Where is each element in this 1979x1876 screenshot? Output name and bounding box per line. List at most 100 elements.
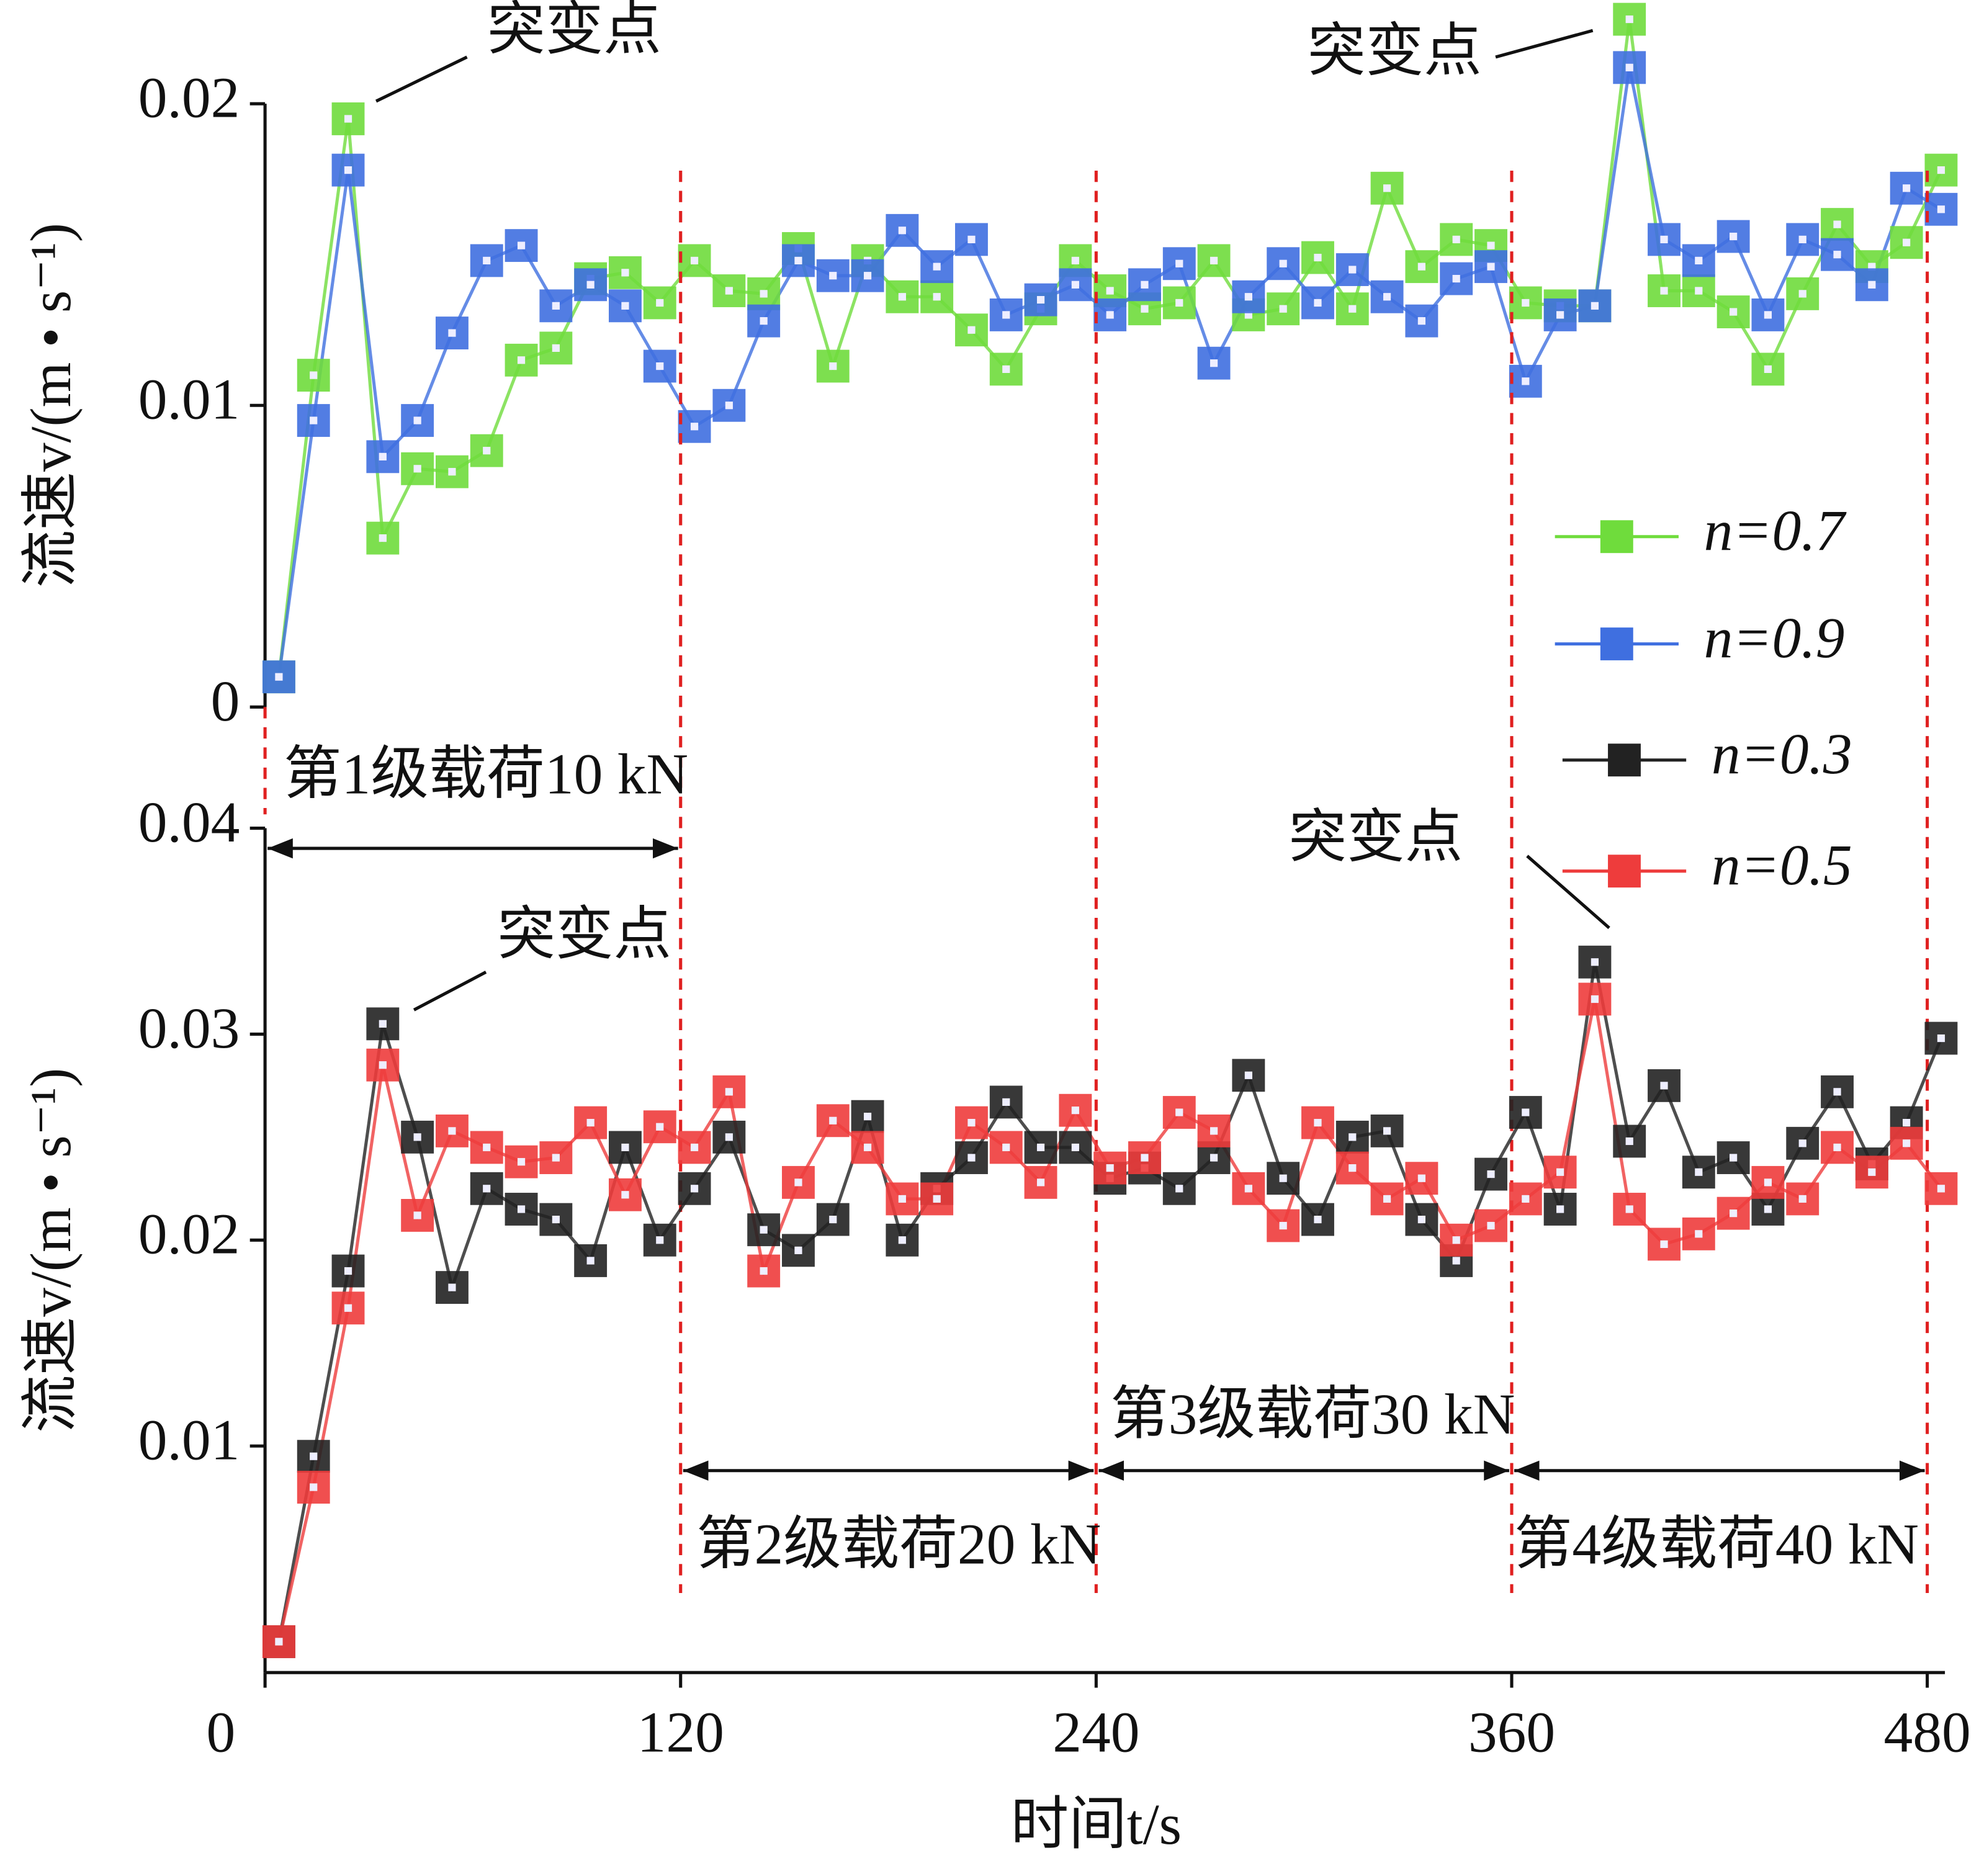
marker-core (1279, 1221, 1287, 1230)
y-axis-label: 流速v/(m • s⁻¹) (19, 223, 83, 588)
marker-core (1209, 256, 1218, 265)
marker-core (1417, 1174, 1426, 1182)
marker-core (967, 235, 976, 243)
marker-core (1764, 1205, 1772, 1213)
marker-core (1660, 1240, 1668, 1249)
marker-core (1798, 1139, 1806, 1147)
marker-core (1452, 235, 1460, 243)
annotation: 突变点 (497, 903, 671, 967)
marker-core (1660, 287, 1668, 295)
marker-core (1487, 1221, 1495, 1230)
marker-core (656, 362, 664, 370)
marker-core (310, 1452, 318, 1460)
marker-core (1383, 1195, 1391, 1203)
marker-core (344, 1304, 352, 1312)
marker-core (1452, 274, 1460, 283)
legend-label: n=0.5 (1712, 833, 1852, 897)
marker-core (1487, 241, 1495, 249)
y-tick-label: 0.01 (138, 1409, 240, 1473)
marker-core (1383, 293, 1391, 301)
marker-core (690, 1143, 699, 1152)
marker-core (967, 326, 976, 334)
marker-core (552, 344, 560, 352)
annotation: 突变点 (1308, 19, 1482, 83)
marker-core (829, 1116, 837, 1124)
marker-core (829, 1215, 837, 1224)
marker-core (1695, 1168, 1703, 1176)
marker-core (898, 293, 906, 301)
marker-core (1903, 184, 1911, 192)
marker-core (310, 371, 318, 379)
stage-label: 第1级载荷10 kN (284, 743, 688, 807)
marker-core (1417, 263, 1426, 271)
marker-core (1695, 1230, 1703, 1238)
annotation-leader (1526, 855, 1610, 930)
marker-core (1141, 281, 1149, 289)
marker-core (1833, 220, 1841, 228)
x-tick-label: 240 (1052, 1700, 1139, 1764)
marker-core (1625, 1137, 1633, 1146)
marker-core (1591, 958, 1599, 966)
marker-core (1279, 305, 1287, 313)
marker-core (448, 1283, 456, 1291)
y-tick-label: 0.02 (138, 1203, 240, 1267)
marker-core (1695, 256, 1703, 265)
marker-core (1833, 1143, 1841, 1152)
x-axis-label: 时间t/s (1011, 1793, 1182, 1857)
y-tick-label: 0.01 (138, 368, 240, 432)
marker-core (1314, 298, 1322, 307)
marker-core (1209, 1127, 1218, 1135)
marker-core (1417, 1215, 1426, 1224)
marker-core (1730, 308, 1738, 316)
marker-core (1556, 1205, 1564, 1213)
marker-core (1106, 311, 1114, 319)
marker-core (1625, 1205, 1633, 1213)
marker-core (552, 1154, 560, 1162)
marker-core (1903, 1119, 1911, 1127)
y-tick-label: 0.04 (138, 791, 240, 855)
marker-core (483, 1185, 491, 1193)
legend-marker (1600, 520, 1633, 554)
marker-core (1556, 311, 1564, 319)
marker-core (1175, 1185, 1183, 1193)
marker-core (1937, 205, 1945, 213)
marker-core (621, 1143, 629, 1152)
marker-core (1487, 1170, 1495, 1178)
marker-core (1036, 1178, 1045, 1187)
marker-core (725, 287, 733, 295)
marker-core (1071, 281, 1079, 289)
marker-core (1071, 1106, 1079, 1115)
y-tick-label: 0 (211, 670, 240, 734)
marker-core (379, 1020, 387, 1028)
marker-core (1209, 1154, 1218, 1162)
x-tick-label: 0 (207, 1700, 236, 1764)
marker-core (829, 362, 837, 370)
marker-core (1349, 1133, 1357, 1141)
marker-core (1833, 1088, 1841, 1096)
marker-core (933, 263, 941, 271)
marker-core (1522, 377, 1530, 385)
marker-core (621, 302, 629, 310)
marker-core (1349, 266, 1357, 274)
marker-core (1209, 359, 1218, 367)
marker-core (1279, 259, 1287, 267)
marker-core (1487, 263, 1495, 271)
marker-core (690, 1185, 699, 1193)
marker-core (552, 1215, 560, 1224)
marker-core (1314, 253, 1322, 262)
marker-core (1591, 302, 1599, 310)
marker-core (1625, 15, 1633, 24)
marker-core (1036, 296, 1045, 304)
marker-core (933, 293, 941, 301)
marker-core (1868, 1168, 1876, 1176)
marker-core (967, 1119, 976, 1127)
legend-label: n=0.3 (1712, 722, 1852, 786)
marker-core (1417, 317, 1426, 325)
marker-core (1730, 1154, 1738, 1162)
marker-core (1141, 1154, 1149, 1162)
marker-core (1903, 1139, 1911, 1147)
marker-core (344, 115, 352, 123)
marker-core (1244, 1071, 1252, 1079)
marker-core (1175, 298, 1183, 307)
